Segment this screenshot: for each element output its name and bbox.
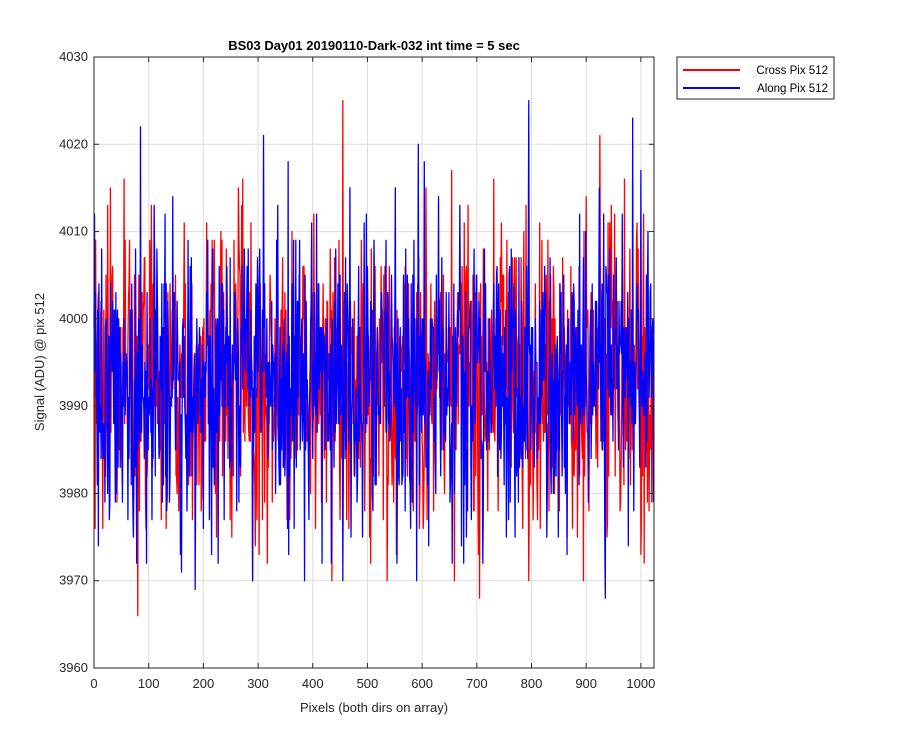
legend: Cross Pix 512 Along Pix 512: [676, 56, 835, 100]
legend-label-cross: Cross Pix 512: [756, 65, 828, 77]
y-tick-label: 4030: [59, 49, 88, 64]
y-tick-label: 3970: [59, 573, 88, 588]
x-tick-label: 900: [575, 676, 597, 691]
x-tick-label: 300: [247, 676, 269, 691]
x-tick-label: 1000: [626, 676, 655, 691]
legend-label-along: Along Pix 512: [757, 83, 828, 95]
series-layer: [93, 99, 655, 617]
series-line-along-pix-512: [93, 99, 655, 599]
x-tick-label: 800: [521, 676, 543, 691]
y-tick-label: 3990: [59, 398, 88, 413]
ticks: [93, 56, 654, 669]
x-tick-label: 0: [90, 676, 97, 691]
y-tick-label: 4000: [59, 311, 88, 326]
x-tick-label: 100: [138, 676, 160, 691]
legend-box: [676, 56, 835, 100]
y-tick-label: 3960: [59, 660, 88, 675]
plot-frame: [93, 56, 655, 669]
y-tick-label: 3980: [59, 485, 88, 500]
y-axis-label: Signal (ADU) @ pix 512: [32, 293, 47, 431]
x-tick-label: 400: [302, 676, 324, 691]
x-tick-label: 500: [357, 676, 379, 691]
x-tick-label: 600: [411, 676, 433, 691]
y-tick-label: 4020: [59, 136, 88, 151]
tick-labels: 0 100 200 300 400 500 600 700 800 900 1000 3960 3970…: [59, 49, 655, 691]
x-tick-label: 700: [466, 676, 488, 691]
chart-title: BS03 Day01 20190110-Dark-032 int time = …: [228, 38, 520, 53]
x-tick-label: 200: [193, 676, 215, 691]
x-axis-label: Pixels (both dirs on array): [300, 700, 448, 715]
y-tick-label: 4010: [59, 224, 88, 239]
